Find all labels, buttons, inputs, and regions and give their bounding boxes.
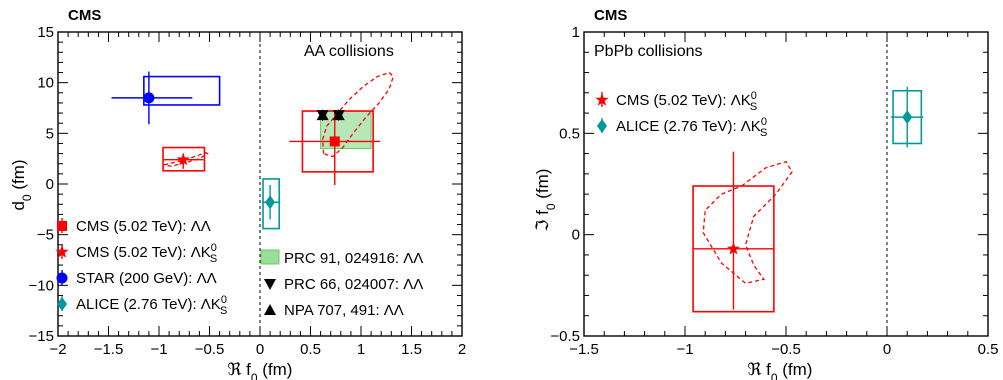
x-tick-label: 1.5 (401, 341, 422, 358)
legend-label-text: PRC 91, 024916: ΛΛ (284, 250, 423, 267)
confidence-contour (163, 151, 209, 167)
legend-label-sup: 0 (751, 90, 757, 102)
x-tick-label: 0 (256, 341, 264, 358)
legend-label-sup: 0 (221, 294, 227, 306)
x-tick-label: 0.5 (300, 341, 321, 358)
legend-label-text: PRC 66, 024007: ΛΛ (284, 276, 423, 293)
systematic-box (143, 75, 221, 106)
legend-label-text: ALICE (2.76 TeV): ΛK (76, 296, 221, 313)
experiment-label: CMS (594, 7, 627, 24)
confidence-contour (702, 160, 793, 285)
y-axis-label: ℑ f0 (fm) (533, 169, 558, 232)
x-tick-label: −1 (150, 341, 167, 358)
legend-marker (57, 221, 67, 231)
y-tick-label: 15 (37, 24, 54, 41)
systematic-box (262, 178, 280, 230)
x-tick-label: −1 (676, 341, 693, 358)
experiment-label: CMS (68, 7, 101, 24)
x-tick-label: 1 (357, 341, 365, 358)
legend-label-sub: S (750, 101, 757, 113)
plot-frame (583, 31, 989, 337)
legend-marker (56, 272, 68, 284)
legend-label: PRC 91, 024916: ΛΛ (284, 250, 423, 267)
panel-header: AA collisions (304, 43, 394, 60)
legend-label-text: NPA 707, 491: ΛΛ (284, 302, 404, 319)
x-tick-label: 0.5 (978, 341, 999, 358)
legend-label-sub: S (220, 305, 227, 317)
y-axis-label: d0 (fm) (9, 159, 34, 210)
y-tick-label: −10 (29, 277, 54, 294)
legend-label-sup: 0 (761, 116, 767, 128)
legend-marker (597, 119, 607, 133)
legend-label-text: CMS (5.02 TeV): ΛK (76, 244, 211, 261)
theory-point (316, 109, 329, 121)
y-tick-label: 0.5 (559, 125, 580, 142)
y-tick-label: 10 (37, 75, 54, 92)
legend-label: PRC 66, 024007: ΛΛ (284, 276, 423, 293)
legend-marker (595, 93, 609, 106)
data-point (329, 136, 340, 147)
theory-point (332, 109, 345, 121)
x-tick-label: −1.5 (94, 341, 124, 358)
y-tick-label: 0 (46, 176, 54, 193)
legend-label: ALICE (2.76 TeV): ΛK0 S (76, 294, 227, 317)
legend-label: CMS (5.02 TeV): ΛK0 S (616, 90, 757, 113)
legend-label: ALICE (2.76 TeV): ΛK0 S (616, 116, 767, 139)
y-tick-label: −5 (37, 227, 54, 244)
y-tick-label: 5 (46, 125, 54, 142)
legend-label-sup: 0 (211, 242, 217, 254)
legend-label: STAR (200 GeV): ΛΛ (76, 270, 217, 287)
y-tick-label: 0 (572, 227, 580, 244)
x-tick-label: −1.5 (569, 341, 599, 358)
legend-marker (264, 279, 276, 290)
data-point (265, 195, 276, 210)
y-tick-label: −15 (29, 328, 54, 345)
x-tick-label: −0.5 (195, 341, 225, 358)
theory-band-prc91 (320, 110, 372, 150)
legend-label: CMS (5.02 TeV): ΛΛ (76, 218, 211, 235)
panel-header: PbPb collisions (594, 43, 703, 60)
legend-label-sub: S (210, 253, 217, 265)
x-tick-label: −2 (49, 341, 66, 358)
legend-marker (264, 304, 276, 315)
x-axis-label: ℜ f0 (fm) (748, 360, 813, 380)
legend-label-text: CMS (5.02 TeV): ΛΛ (76, 218, 211, 235)
y-tick-label: 1 (572, 24, 580, 41)
legend-marker (55, 245, 69, 258)
x-tick-label: 2 (458, 341, 466, 358)
y-tick-label: −0.5 (550, 328, 580, 345)
legend-label-text: ALICE (2.76 TeV): ΛK (616, 118, 761, 135)
x-tick-label: −0.5 (771, 341, 801, 358)
data-point (143, 92, 155, 104)
data-point (176, 152, 190, 166)
legend-label: CMS (5.02 TeV): ΛK0 S (76, 242, 217, 265)
panel-pbpb-collisions: CMS PbPb collisions ℜ f0 (fm) ℑ f0 (fm) … (533, 7, 998, 380)
legend-marker (57, 297, 67, 311)
x-tick-label: 0 (883, 341, 891, 358)
data-point (902, 110, 913, 125)
panel-aa-collisions: CMS AA collisions ℜ f0 (fm) d0 (fm) −2 −1… (9, 7, 466, 380)
legend-label-text: STAR (200 GeV): ΛΛ (76, 270, 217, 287)
data-point (726, 241, 741, 255)
legend-swatch (260, 249, 280, 265)
legend-label: NPA 707, 491: ΛΛ (284, 302, 404, 319)
confidence-contour (321, 71, 395, 158)
x-axis-label: ℜ f0 (fm) (228, 360, 293, 380)
legend-label-sub: S (760, 127, 767, 139)
legend-label-text: CMS (5.02 TeV): ΛK (616, 92, 751, 109)
